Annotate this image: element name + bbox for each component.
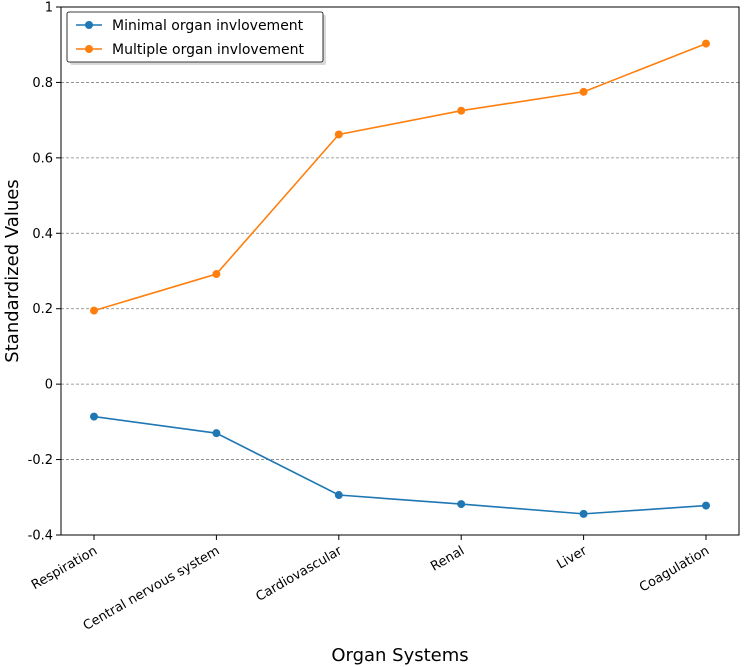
- x-tick-label: Coagulation: [637, 543, 712, 595]
- y-tick-label: 0: [45, 378, 53, 393]
- data-point-series-0: [457, 500, 466, 509]
- data-point-series-1: [457, 106, 466, 115]
- y-tick-label: 0.2: [32, 302, 53, 317]
- y-tick-label: -0.2: [28, 453, 53, 468]
- y-tick-label: -0.4: [28, 529, 53, 544]
- series-layer: [90, 39, 710, 518]
- axes: -0.4 -0.2 0 0.2 0.4 0.6 0.8 1 RespirationCentral…: [28, 1, 712, 634]
- y-tick-label: 1: [45, 1, 53, 16]
- data-point-series-0: [90, 412, 98, 421]
- x-tick-label: Central nervous system: [81, 543, 223, 633]
- series-line-0: [93, 415, 707, 515]
- legend-box: [66, 11, 324, 63]
- data-point-series-0: [334, 491, 343, 500]
- y-tick-label: 0.4: [32, 227, 53, 242]
- x-tick-label: Respiration: [29, 543, 100, 593]
- data-point-series-1: [334, 130, 343, 139]
- legend-marker-1: [85, 45, 93, 53]
- legend-label-0: Minimal organ invlovement: [112, 18, 304, 34]
- y-tick-label: 0.8: [32, 76, 53, 91]
- data-point-series-0: [212, 429, 221, 438]
- data-point-series-0: [702, 501, 710, 510]
- grid-lines: [61, 6, 739, 536]
- y-axis-title: Standardized Values: [2, 179, 23, 362]
- data-point-series-1: [579, 87, 588, 96]
- legend-label-1: Multiple organ invlovement: [112, 42, 304, 58]
- plot-frame: [60, 6, 740, 536]
- data-point-series-1: [212, 270, 221, 279]
- legend-marker-0: [85, 21, 93, 29]
- data-point-series-0: [579, 509, 588, 518]
- legend: Minimal organ invlovement Multiple organ …: [66, 11, 326, 65]
- x-tick-label: Renal: [428, 543, 467, 574]
- x-tick-label: Cardiovascular: [254, 543, 346, 605]
- x-axis-title: Organ Systems: [331, 645, 468, 666]
- y-tick-label: 0.6: [32, 151, 53, 166]
- data-point-series-1: [702, 39, 710, 48]
- series-line-1: [93, 42, 707, 312]
- x-tick-label: Liver: [554, 543, 590, 572]
- data-point-series-1: [90, 306, 98, 315]
